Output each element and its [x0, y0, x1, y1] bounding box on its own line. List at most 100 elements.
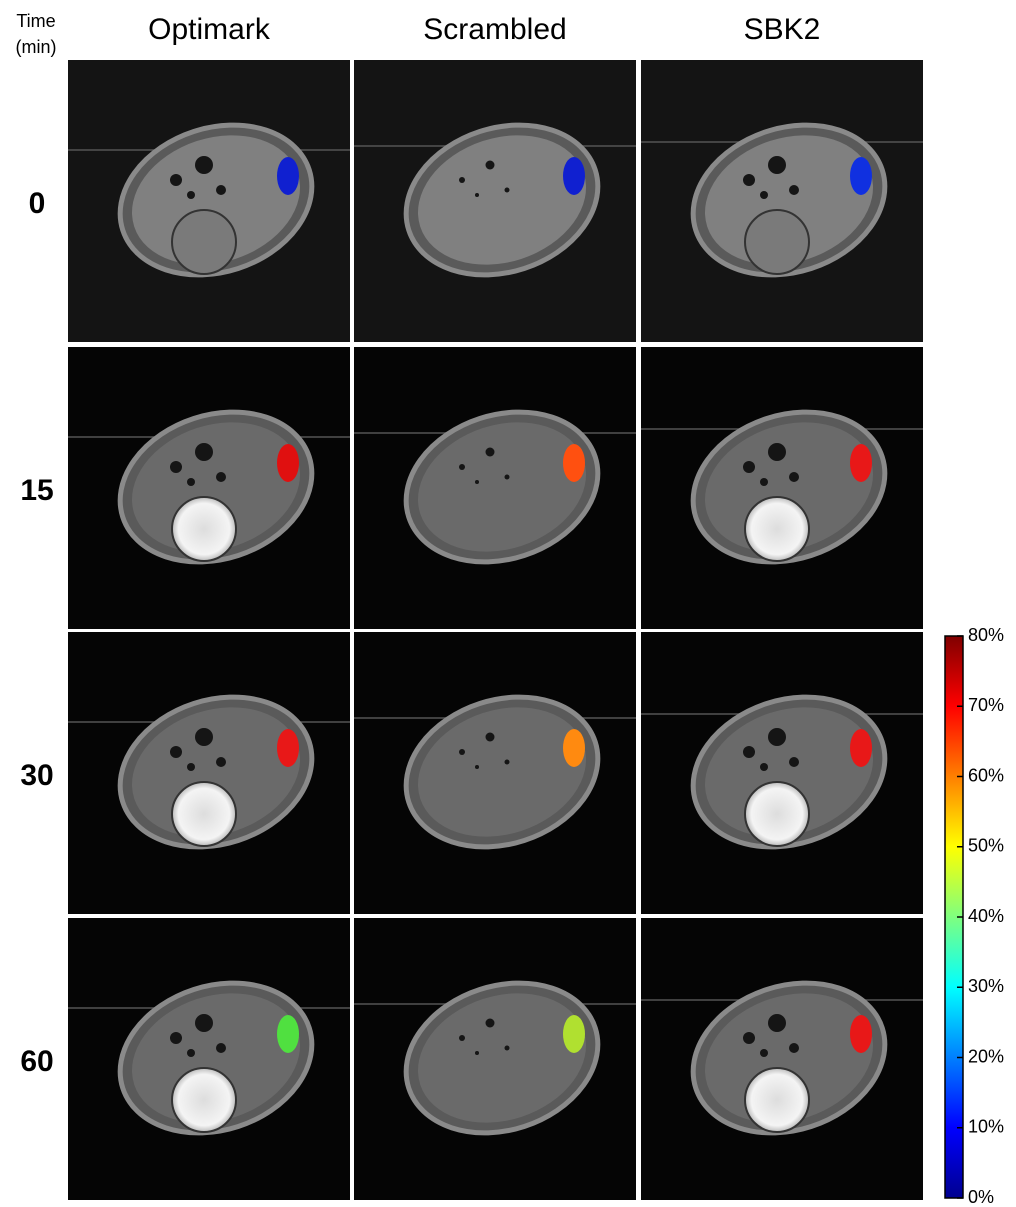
organ-spot — [760, 191, 768, 199]
tumor-overlay — [563, 157, 585, 195]
bladder — [171, 1067, 237, 1133]
organ-spot — [216, 472, 226, 482]
colorbar-tick-label: 40% — [968, 906, 1004, 926]
organ-spot — [485, 447, 495, 457]
tumor-overlay — [850, 157, 872, 195]
organ-spot — [760, 1049, 768, 1057]
body-tissue — [417, 135, 587, 265]
colorbar-tick-label: 0% — [968, 1187, 994, 1207]
colorbar-tick-label: 80% — [968, 625, 1004, 645]
organ-spot — [195, 443, 213, 461]
column-header: SBK2 — [744, 13, 821, 46]
organ-spot — [459, 1035, 465, 1041]
bladder — [744, 209, 810, 275]
colorbar-tick-label: 60% — [968, 765, 1004, 785]
mri-image — [68, 918, 350, 1200]
organ-spot — [216, 185, 226, 195]
organ-spot — [760, 763, 768, 771]
organ-spot — [760, 478, 768, 486]
organ-spot — [789, 1043, 799, 1053]
organ-spot — [485, 1018, 495, 1028]
organ-spot — [187, 763, 195, 771]
organ-spot — [170, 461, 182, 473]
bladder — [171, 209, 237, 275]
bladder — [744, 781, 810, 847]
organ-spot — [187, 1049, 195, 1057]
organ-spot — [475, 765, 479, 769]
organ-spot — [170, 174, 182, 186]
mri-image — [354, 632, 636, 914]
row-label: 0 — [29, 187, 46, 220]
organ-spot — [216, 1043, 226, 1053]
organ-spot — [187, 478, 195, 486]
organ-spot — [504, 474, 510, 480]
mri-image — [641, 918, 923, 1200]
tumor-overlay — [277, 729, 299, 767]
row-label: 15 — [20, 474, 53, 507]
tumor-overlay — [563, 444, 585, 482]
organ-spot — [475, 480, 479, 484]
bladder — [171, 496, 237, 562]
time-unit: (min) — [16, 37, 57, 57]
mri-image — [68, 347, 350, 629]
organ-spot — [485, 160, 495, 170]
organ-spot — [768, 1014, 786, 1032]
organ-spot — [743, 746, 755, 758]
organ-spot — [475, 193, 479, 197]
organ-spot — [475, 1051, 479, 1055]
mri-image — [641, 60, 923, 342]
organ-spot — [743, 461, 755, 473]
organ-spot — [504, 759, 510, 765]
organ-spot — [504, 1045, 510, 1051]
time-label: Time — [16, 11, 55, 31]
tumor-overlay — [277, 1015, 299, 1053]
colorbar-tick-label: 10% — [968, 1117, 1004, 1137]
tumor-overlay — [277, 444, 299, 482]
colorbar-tick-label: 20% — [968, 1046, 1004, 1066]
organ-spot — [789, 757, 799, 767]
tumor-overlay — [850, 444, 872, 482]
organ-spot — [485, 732, 495, 742]
organ-spot — [187, 191, 195, 199]
row-label: 30 — [20, 759, 53, 792]
bladder — [171, 781, 237, 847]
organ-spot — [768, 728, 786, 746]
organ-spot — [459, 749, 465, 755]
tumor-overlay — [563, 729, 585, 767]
organ-spot — [768, 156, 786, 174]
organ-spot — [170, 1032, 182, 1044]
organ-spot — [459, 464, 465, 470]
organ-spot — [195, 728, 213, 746]
body-tissue — [417, 707, 587, 837]
mri-image — [68, 632, 350, 914]
organ-spot — [195, 156, 213, 174]
tumor-overlay — [563, 1015, 585, 1053]
colorbar-tick-label: 30% — [968, 976, 1004, 996]
organ-spot — [743, 174, 755, 186]
bladder — [744, 496, 810, 562]
organ-spot — [789, 472, 799, 482]
column-header: Optimark — [148, 13, 271, 46]
organ-spot — [170, 746, 182, 758]
colorbar-tick-label: 50% — [968, 836, 1004, 856]
body-tissue — [417, 993, 587, 1123]
mri-image — [354, 918, 636, 1200]
organ-spot — [768, 443, 786, 461]
organ-spot — [789, 185, 799, 195]
organ-spot — [195, 1014, 213, 1032]
organ-spot — [459, 177, 465, 183]
tumor-overlay — [277, 157, 299, 195]
body-tissue — [417, 422, 587, 552]
organ-spot — [743, 1032, 755, 1044]
tumor-overlay — [850, 1015, 872, 1053]
mri-image — [354, 347, 636, 629]
column-header: Scrambled — [423, 13, 566, 46]
mri-image — [68, 60, 350, 342]
tumor-overlay — [850, 729, 872, 767]
mri-image — [641, 347, 923, 629]
bladder — [744, 1067, 810, 1133]
organ-spot — [504, 187, 510, 193]
mri-image — [641, 632, 923, 914]
